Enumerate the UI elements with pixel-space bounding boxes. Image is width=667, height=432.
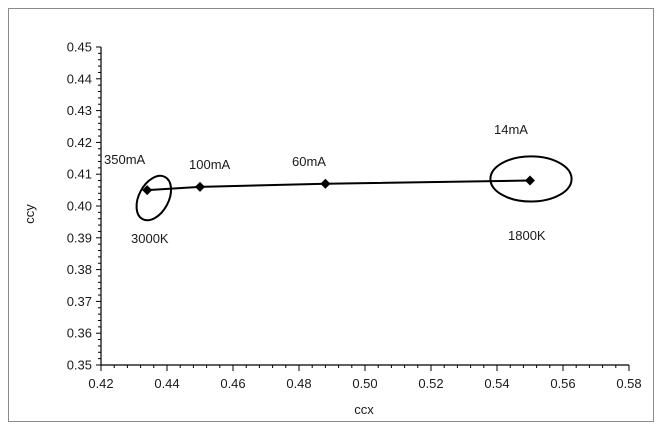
temperature-label-3000k: 3000K <box>131 231 169 246</box>
series-line <box>147 179 531 192</box>
chart: 0.42 0.44 0.46 0.48 0.50 0.52 0.54 0.56 0.58 0.3… <box>22 40 642 418</box>
y-tick-label: 0.38 <box>67 262 92 277</box>
x-tick-label: 0.56 <box>550 376 575 391</box>
x-tick-label: 0.44 <box>154 376 179 391</box>
y-tick-label: 0.35 <box>67 358 92 373</box>
y-tick-label: 0.40 <box>67 199 92 214</box>
point-label-350ma: 350mA <box>104 152 146 167</box>
ellipse-layer <box>135 155 573 222</box>
point-label-100ma: 100mA <box>189 157 231 172</box>
y-tick-label: 0.37 <box>67 294 92 309</box>
x-tick-label: 0.52 <box>418 376 443 391</box>
point-label-60ma: 60mA <box>292 154 326 169</box>
y-tick-label: 0.39 <box>67 230 92 245</box>
x-axis-title: ccx <box>354 402 374 417</box>
data-point-marker <box>195 181 205 192</box>
annotation-layer: 350mA 100mA 60mA 14mA 3000K 1800K <box>104 122 546 246</box>
x-tick-label: 0.54 <box>484 376 509 391</box>
y-tick-label: 0.42 <box>67 135 92 150</box>
highlight-ellipse <box>135 174 173 222</box>
y-tick-label: 0.43 <box>67 103 92 118</box>
y-axis-title: ccy <box>22 204 37 224</box>
plot-area: 0.42 0.44 0.46 0.48 0.50 0.52 0.54 0.56 0.58 0.3… <box>22 40 642 418</box>
highlight-ellipse <box>489 155 573 203</box>
y-tick-label: 0.45 <box>67 40 92 55</box>
data-point-marker <box>142 185 153 196</box>
x-tick-label: 0.46 <box>220 376 245 391</box>
x-tick-label: 0.50 <box>352 376 377 391</box>
y-tick-label: 0.36 <box>67 326 92 341</box>
y-tick-label: 0.44 <box>67 71 92 86</box>
point-label-14ma: 14mA <box>494 122 528 137</box>
x-tick-label: 0.42 <box>88 376 113 391</box>
x-tick-label: 0.48 <box>286 376 311 391</box>
series-layer <box>142 175 535 196</box>
y-tick-label: 0.41 <box>67 167 92 182</box>
y-ticks: 0.35 0.36 0.37 0.38 0.39 0.40 0.41 0.42 0.43 0.44… <box>67 40 101 373</box>
data-point-marker <box>320 178 331 189</box>
chart-frame: 0.42 0.44 0.46 0.48 0.50 0.52 0.54 0.56 0.58 0.3… <box>8 8 654 422</box>
data-point-marker <box>525 175 535 186</box>
x-ticks: 0.42 0.44 0.46 0.48 0.50 0.52 0.54 0.56 0.58 <box>88 365 642 391</box>
temperature-label-1800k: 1800K <box>508 228 546 243</box>
x-tick-label: 0.58 <box>616 376 641 391</box>
